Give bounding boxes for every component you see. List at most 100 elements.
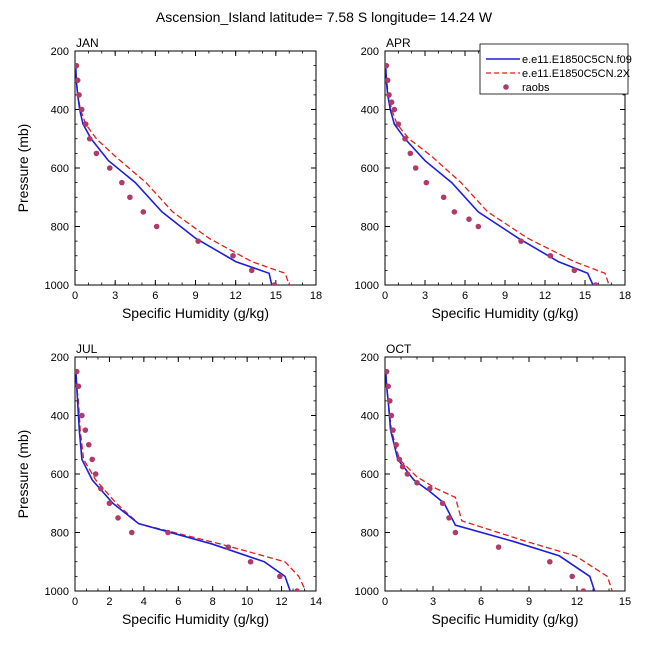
x-tick-label: 2 [106,596,112,608]
x-tick-label: 6 [462,290,468,302]
x-tick-label: 12 [230,290,242,302]
plot-data [385,368,613,591]
obs-point [439,500,446,507]
obs-point [127,194,133,201]
obs-point [427,485,433,492]
obs-point [580,588,587,591]
obs-point [452,529,459,536]
obs-point [225,544,232,550]
obs-point [78,106,85,113]
plot-frame [384,356,626,592]
y-tick-label: 400 [51,105,69,117]
obs-point [140,209,147,215]
y-axis-label: Pressure (mb) [15,124,31,213]
y-tick-label: 1000 [45,280,69,292]
obs-point [385,77,391,84]
series-line-model2 [385,371,613,591]
panel-label: APR [386,36,411,50]
x-tick-label: 0 [382,596,388,608]
y-tick-label: 200 [361,352,379,364]
x-axis-label: Specific Humidity (g/kg) [431,305,578,321]
obs-point [75,383,82,390]
obs-point [230,252,236,259]
obs-point [395,121,402,127]
obs-point [495,544,502,550]
legend-label-model1: e.e11.E1850C5CN.f09 [522,54,632,66]
obs-point [76,92,82,98]
obs-point [391,106,398,113]
x-tick-label: 9 [502,290,508,302]
x-tick-label: 9 [192,290,198,302]
obs-point [390,427,396,433]
series-line-model1 [385,65,594,285]
obs-point [446,515,452,521]
obs-point [107,165,113,171]
obs-point [165,529,171,536]
obs-point [75,368,80,375]
y-tick-label: 1000 [355,586,379,598]
x-tick-label: 14 [310,596,322,608]
x-tick-label: 4 [141,596,147,608]
obs-point [569,573,575,580]
obs-point [271,282,278,285]
obs-point [385,62,390,69]
x-tick-label: 18 [310,290,322,302]
obs-point [440,194,447,201]
x-axis-label: Specific Humidity (g/kg) [122,611,269,627]
y-tick-label: 600 [361,469,379,481]
obs-point [247,558,254,565]
obs-point [294,588,300,591]
y-tick-label: 200 [51,352,69,364]
obs-point [119,179,125,186]
obs-point [393,441,400,448]
obs-point [385,368,390,375]
obs-point [592,282,599,285]
legend-label-raobs: raobs [522,82,550,94]
obs-point [396,456,403,463]
x-tick-label: 15 [270,290,282,302]
obs-point [277,573,283,580]
legend: e.e11.E1850C5CN.f09 e.e11.E1850C5CN.2X r… [479,43,632,95]
obs-point [82,427,89,433]
obs-point [386,92,392,98]
y-tick-label: 1000 [45,586,69,598]
y-tick-label: 800 [51,222,69,234]
panel-apr: 0 3 6 9 12 15 18 200 400 600 800 1000 APR Specific Hu… [355,36,632,321]
series-line-model2 [75,371,307,591]
y-tick-label: 600 [361,163,379,175]
y-tick-label: 600 [51,163,69,175]
obs-point [195,238,201,244]
panel-label: JAN [76,36,99,50]
obs-point [106,500,113,507]
series-line-model1 [75,371,291,591]
x-tick-label: 18 [619,290,631,302]
x-tick-label: 0 [72,596,78,608]
x-tick-label: 12 [539,290,551,302]
obs-point [547,558,553,565]
x-tick-label: 15 [579,290,591,302]
y-tick-label: 400 [361,411,379,423]
y-axis-label: Pressure (mb) [15,430,31,519]
obs-point [115,515,121,521]
series-line-model1 [75,65,273,285]
obs-point [518,238,524,244]
x-tick-label: 3 [112,290,118,302]
obs-point [153,223,160,230]
obs-point [129,529,135,536]
panel-label: JUL [76,342,98,356]
obs-point [423,179,430,186]
obs-point [388,99,395,105]
obs-point [466,216,472,222]
legend-label-model2: e.e11.E1850C5CN.2X [522,68,631,80]
panel-jul: 0 2 4 6 8 10 12 14 200 400 600 800 1000 JUL Specific H… [15,342,322,627]
x-tick-label: 12 [275,596,287,608]
obs-point [571,267,578,274]
obs-point [412,165,419,171]
panel-oct: 0 3 6 9 12 15 200 400 600 800 1000 OCT Specific Humi… [355,342,632,627]
x-tick-label: 3 [430,596,436,608]
obs-point [79,412,85,419]
panel-jan: 0 3 6 9 12 15 18 200 400 600 800 1000 JAN Specific Hu… [15,36,322,321]
figure-title: Ascension_Island latitude= 7.58 S longit… [156,9,493,25]
y-tick-label: 800 [361,222,379,234]
x-tick-label: 8 [210,596,216,608]
